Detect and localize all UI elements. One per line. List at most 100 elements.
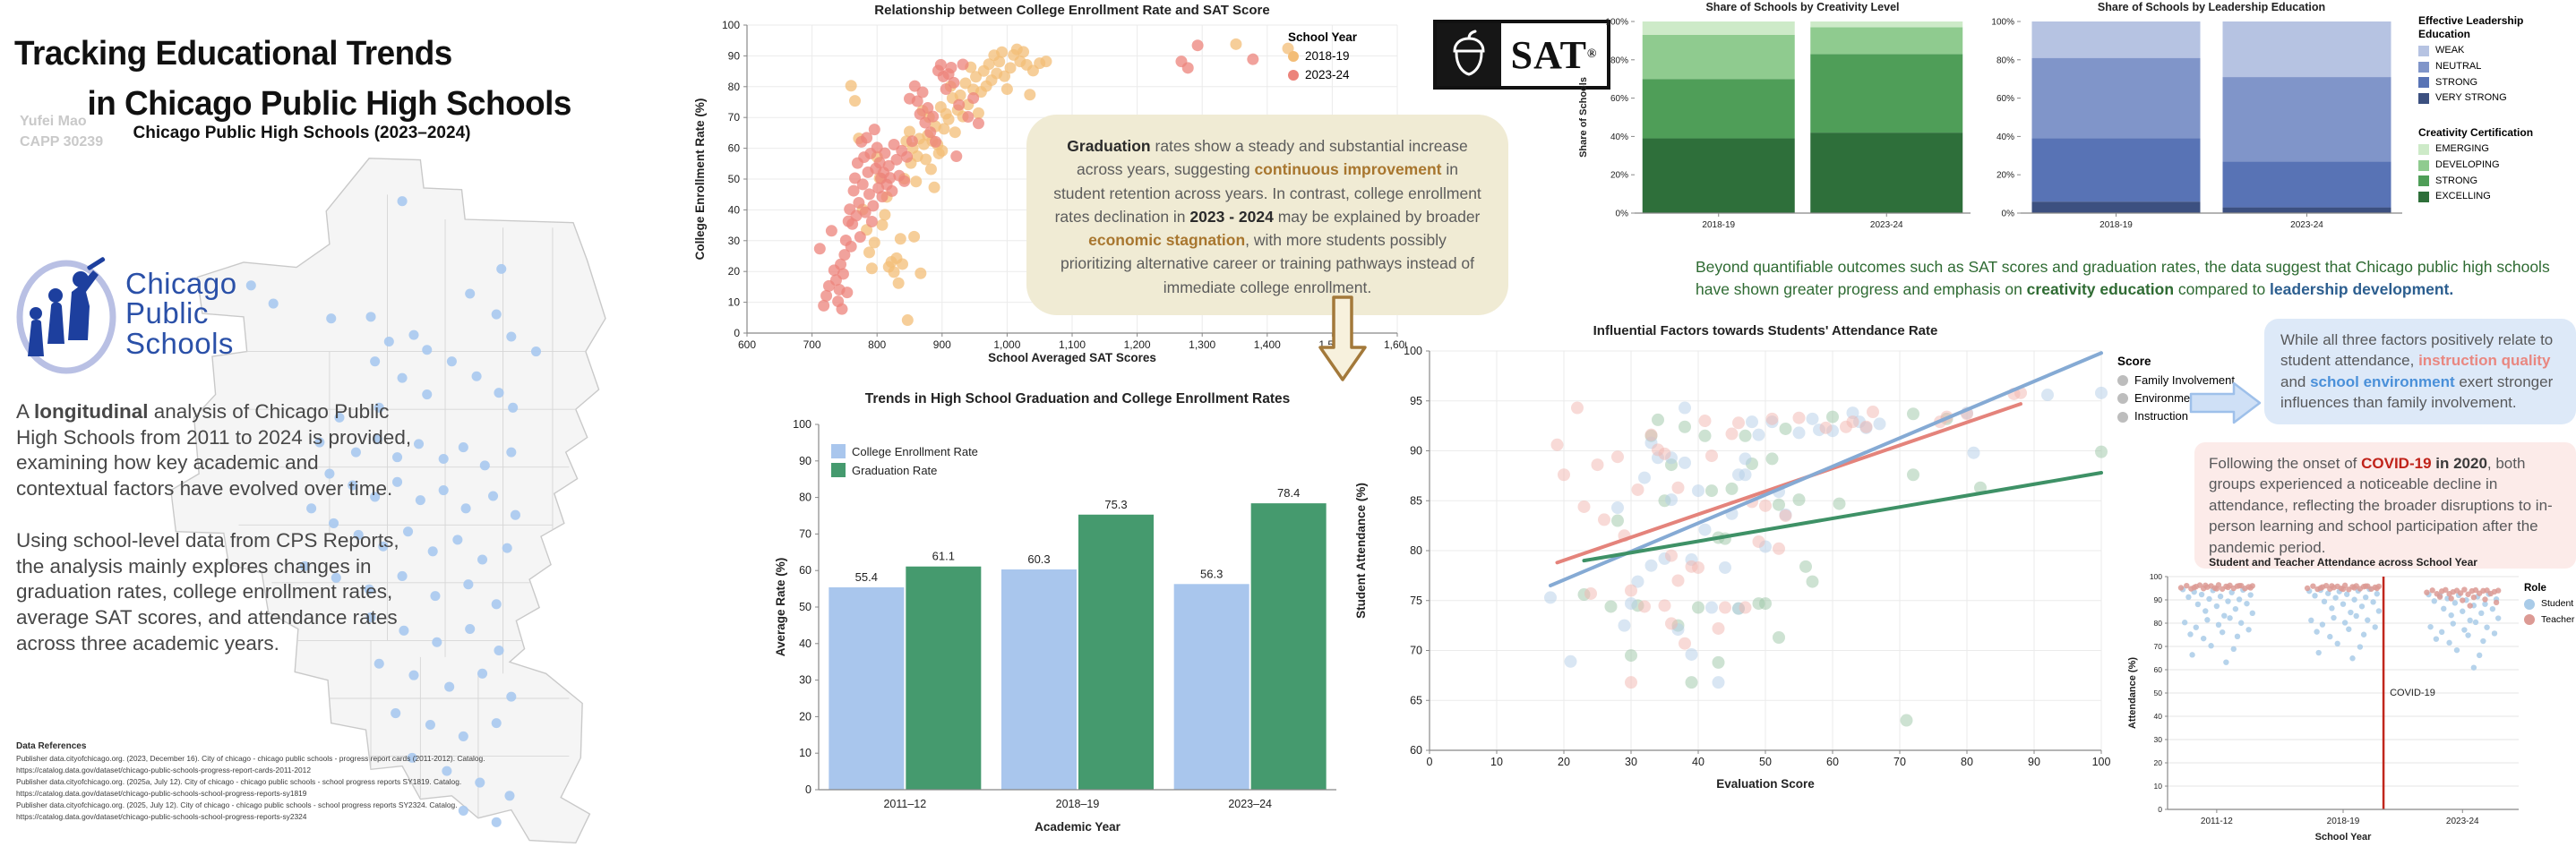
legend-swatch xyxy=(2418,77,2429,89)
svg-text:90: 90 xyxy=(2028,756,2040,768)
svg-text:School Year: School Year xyxy=(2315,832,2372,843)
author-name: Yufei Mao xyxy=(20,114,87,129)
reference-line: https://catalog.data.gov/dataset/chicago… xyxy=(16,812,307,822)
cps-word-line3: Schools xyxy=(125,326,234,360)
svg-text:2018-19: 2018-19 xyxy=(1702,220,1735,230)
legend-swatch xyxy=(2418,93,2429,105)
svg-text:0: 0 xyxy=(1427,756,1433,768)
svg-text:Evaluation Score: Evaluation Score xyxy=(1716,777,1815,791)
svg-text:30: 30 xyxy=(1625,756,1637,768)
creativity-stacked-chart: 0% 20% 40% 60% 80% 100% 2018-19 2023-24 Share of… xyxy=(1578,1,1971,230)
legend-swatch xyxy=(2117,375,2128,386)
reference-line: https://catalog.data.gov/dataset/chicago… xyxy=(16,789,307,799)
intro-paragraph-2: Using school-level data from CPS Reports… xyxy=(16,529,399,654)
legend-item: STRONG xyxy=(2418,175,2576,188)
legend-title: Creativity Certification xyxy=(2418,126,2534,139)
svg-text:10: 10 xyxy=(1490,756,1503,768)
svg-text:90: 90 xyxy=(799,455,811,467)
svg-text:80%: 80% xyxy=(1996,56,2014,65)
svg-text:Attendance (%): Attendance (%) xyxy=(2127,657,2138,729)
svg-text:2023-24: 2023-24 xyxy=(1870,220,1903,230)
svg-text:40%: 40% xyxy=(1610,133,1628,142)
title-line-2: in Chicago Public High Schools xyxy=(87,84,571,123)
legend-item: EXCELLING xyxy=(2418,191,2576,203)
svg-text:50: 50 xyxy=(1759,756,1772,768)
legend-item: EMERGING xyxy=(2418,143,2576,156)
svg-text:60: 60 xyxy=(2154,665,2163,674)
svg-text:10: 10 xyxy=(799,747,811,759)
legend-swatch xyxy=(2117,393,2128,405)
graduation-enrollment-bar-chart: 0 10 20 30 40 50 60 70 80 90 100 2011–12 55.4 61.1 201… xyxy=(774,391,1336,834)
cps-word-line2: Public xyxy=(125,296,209,330)
legend-label: STRONG xyxy=(2435,76,2478,88)
legend-swatch xyxy=(2117,411,2128,423)
reference-line: Publisher data.cityofchicago.org. (2023,… xyxy=(16,754,485,763)
leadership-stacked-chart: 0% 20% 40% 60% 80% 100% 2018-19 2023-24 Share of… xyxy=(1991,1,2402,230)
legend-swatch xyxy=(2418,175,2429,187)
school-year-legend: School Year 2018-19 2023-24 xyxy=(1288,30,1357,83)
svg-text:College Enrollment Rate (%): College Enrollment Rate (%) xyxy=(693,98,707,261)
chicago-schools-map xyxy=(170,158,606,844)
intro-paragraph-1: A longitudinal analysis of Chicago Publi… xyxy=(16,400,412,500)
sat-logo: SAT ® xyxy=(1433,20,1610,90)
svg-text:1,300: 1,300 xyxy=(1189,338,1215,351)
svg-text:100: 100 xyxy=(1404,345,1422,357)
svg-text:1,400: 1,400 xyxy=(1254,338,1281,351)
legend-item: STRONG xyxy=(2418,77,2576,90)
svg-text:80: 80 xyxy=(1410,544,1422,557)
svg-text:Student and Teacher Attendance: Student and Teacher Attendance across Sc… xyxy=(2209,557,2477,569)
svg-text:20: 20 xyxy=(728,265,741,278)
factors-note-box: While all three factors positively relat… xyxy=(2264,319,2576,424)
creativity-legend: Creativity Certification EMERGING DEVELOPI… xyxy=(2418,126,2576,203)
legend-label: Environment xyxy=(2134,391,2200,406)
svg-text:70: 70 xyxy=(799,527,811,540)
svg-text:1,200: 1,200 xyxy=(1124,338,1151,351)
svg-text:70: 70 xyxy=(728,111,741,124)
legend-swatch xyxy=(2418,45,2429,56)
legend-swatch xyxy=(1288,51,1299,63)
legend-label: Student xyxy=(2541,598,2574,610)
svg-text:100%: 100% xyxy=(1991,18,2014,28)
svg-text:Relationship between College E: Relationship between College Enrollment … xyxy=(874,3,1269,18)
svg-text:56.3: 56.3 xyxy=(1200,567,1223,580)
svg-text:40%: 40% xyxy=(1996,133,2014,142)
legend-label: NEUTRAL xyxy=(2435,60,2482,72)
svg-text:0%: 0% xyxy=(1616,210,1629,219)
legend-title: Score xyxy=(2117,355,2151,368)
svg-text:Average Rate (%): Average Rate (%) xyxy=(774,558,787,657)
svg-text:10: 10 xyxy=(2154,782,2163,791)
svg-text:80: 80 xyxy=(2154,619,2163,628)
legend-label: Teacher xyxy=(2541,613,2575,625)
svg-text:70: 70 xyxy=(1410,645,1422,657)
legend-item: DEVELOPING xyxy=(2418,159,2576,172)
svg-text:600: 600 xyxy=(738,338,756,351)
legend-item: 2023-24 xyxy=(1288,68,1357,83)
legend-label: Instruction xyxy=(2134,409,2188,424)
legend-item: Family Involvement xyxy=(2117,373,2235,388)
svg-text:100%: 100% xyxy=(1605,18,1628,28)
legend-label: EMERGING xyxy=(2435,143,2489,154)
svg-text:30: 30 xyxy=(2154,735,2163,744)
svg-text:0%: 0% xyxy=(2002,210,2015,219)
svg-text:75.3: 75.3 xyxy=(1104,498,1127,511)
community-area-borders xyxy=(205,194,586,818)
svg-text:80: 80 xyxy=(1961,756,1973,768)
legend-swatch xyxy=(2418,61,2429,73)
right-arrow-icon xyxy=(2189,381,2262,424)
svg-text:0: 0 xyxy=(2158,805,2162,814)
svg-text:Trends in High School Graduati: Trends in High School Graduation and Col… xyxy=(865,391,1291,406)
author-block: Yufei Mao CAPP 30239 xyxy=(20,111,103,152)
svg-text:80: 80 xyxy=(728,81,741,93)
svg-text:2023–24: 2023–24 xyxy=(1228,798,1272,810)
svg-text:1,000: 1,000 xyxy=(993,338,1020,351)
legend-swatch xyxy=(2418,143,2429,155)
svg-text:70: 70 xyxy=(2154,642,2163,651)
cps-wordmark: Chicago Public Schools xyxy=(125,268,237,360)
svg-text:40: 40 xyxy=(728,203,741,216)
sat-wordmark: SAT ® xyxy=(1510,32,1598,77)
svg-text:55.4: 55.4 xyxy=(855,570,878,584)
svg-text:65: 65 xyxy=(1410,694,1422,706)
svg-text:2023-24: 2023-24 xyxy=(2290,220,2323,230)
svg-text:40: 40 xyxy=(799,637,811,650)
